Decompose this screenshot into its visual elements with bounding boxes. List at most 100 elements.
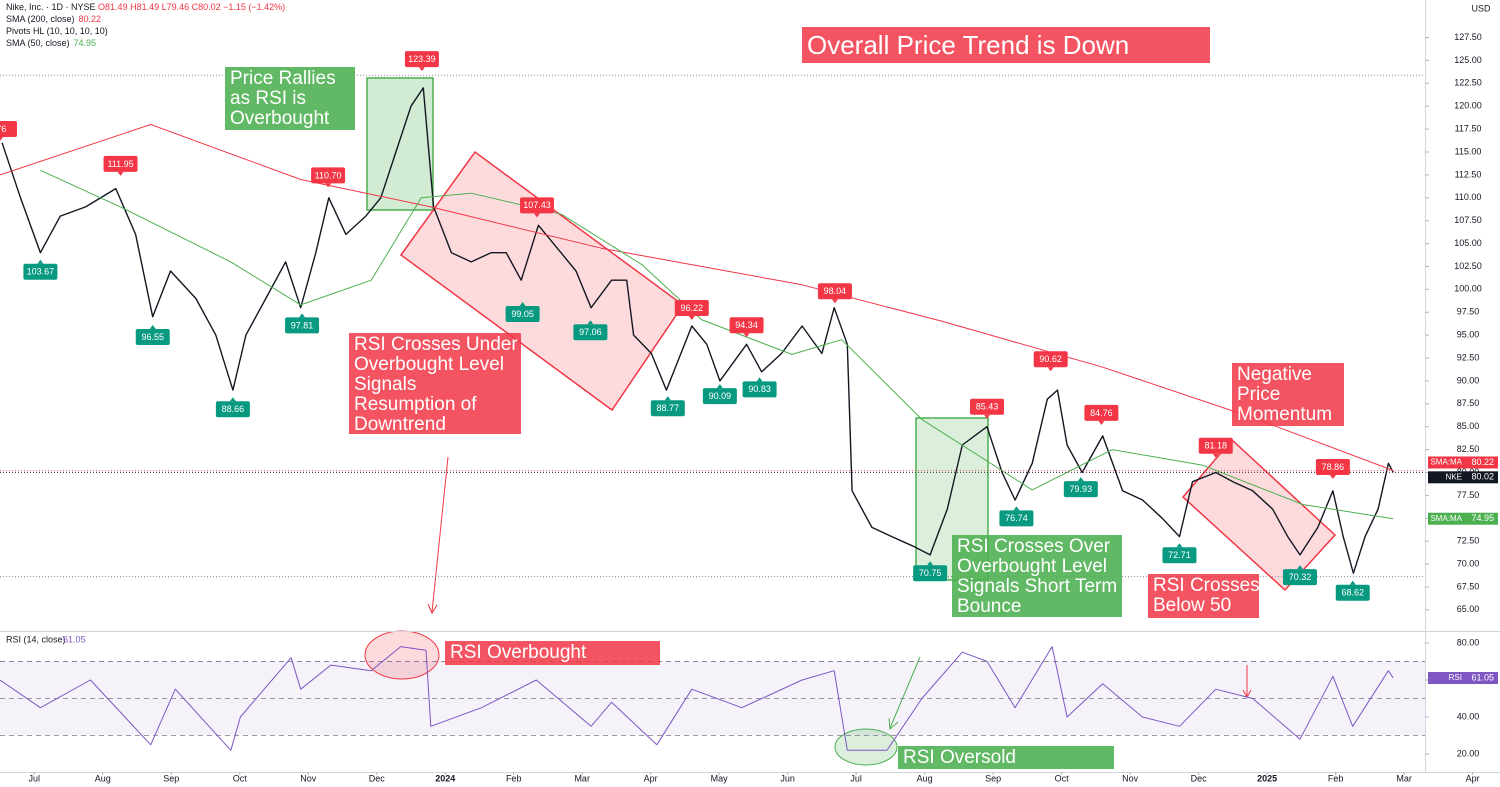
pivot-label: 123.39 [408, 54, 436, 64]
annotation-line: RSI Crosses [1153, 575, 1260, 596]
y-tick-label: 107.50 [1454, 215, 1482, 225]
pivot-pointer [229, 397, 236, 402]
y-tick-label: 105.00 [1454, 238, 1482, 248]
pivot-label: 94.34 [735, 320, 758, 330]
pivot-pointer [1077, 477, 1084, 482]
value-tag [1428, 672, 1498, 685]
y-tick-label: 65.00 [1457, 604, 1480, 614]
indicator-value: 74.95 [73, 38, 97, 48]
pivot-label: 68.62 [1341, 588, 1364, 598]
pivot-label: 90.09 [709, 391, 732, 401]
momentum-box [1181, 438, 1337, 592]
annotation-line: RSI Oversold [903, 747, 1016, 768]
annotation: Negative Price Momentum [1232, 363, 1344, 426]
symbol-line: Nike, Inc. · 1D · NYSE O81.49 H81.49 L79… [6, 2, 285, 13]
annotation: RSI Oversold [898, 746, 1114, 769]
value-tag-value: 80.22 [1471, 457, 1494, 467]
x-tick-label: Feb [1328, 773, 1344, 783]
pivot-label-bg [135, 328, 170, 345]
pivot-label-bg [1033, 351, 1068, 368]
y-tick-label: 127.50 [1454, 32, 1482, 42]
pivot-label-bg [674, 299, 709, 316]
annotation-line: Signals [354, 374, 417, 395]
pivot-label-bg [311, 167, 346, 184]
pivot-label: 85.43 [976, 402, 999, 412]
pivot-label: 107.43 [523, 200, 551, 210]
pivot-pointer [1047, 367, 1054, 372]
pivot-label: 70.32 [1289, 572, 1312, 582]
symbol: Nike, Inc. · 1D · NYSE [6, 2, 96, 12]
ohlc: O81.49 H81.49 L79.46 C80.02 −1.15 (−1.42… [98, 2, 286, 12]
pivot-label-bg [573, 324, 608, 341]
rsi-title: RSI (14, close) [6, 634, 66, 644]
arrow-head [888, 717, 899, 731]
pivot-pointer [1212, 453, 1219, 458]
overbought-ellipse [364, 630, 440, 680]
pivot-label: 76.74 [1005, 513, 1028, 523]
y-tick-label: 125.00 [1454, 55, 1482, 65]
arrow-head [427, 603, 438, 615]
pivot-label: 90.83 [748, 384, 771, 394]
y-tick-label: 85.00 [1457, 421, 1480, 431]
pivot-pointer [743, 333, 750, 338]
pivot-label: 84.76 [1090, 408, 1113, 418]
value-tag [1428, 456, 1498, 469]
y-tick-label: 112.50 [1455, 169, 1482, 179]
pivot-label-bg [1315, 458, 1350, 475]
value-tag-value: 80.02 [1471, 472, 1494, 482]
arrow [889, 656, 921, 729]
pivot-pointer [418, 67, 425, 72]
pivot-label: 96.55 [141, 332, 164, 342]
y-tick-label: 110.00 [1455, 192, 1482, 202]
annotation-line: Resumption of [354, 394, 477, 415]
value-tag-value: 61.05 [1471, 672, 1494, 682]
pivot-pointer [37, 259, 44, 264]
pivot-label-bg [817, 283, 852, 300]
x-tick-label: Apr [644, 773, 658, 783]
x-tick-label: Nov [1122, 773, 1139, 783]
pivot-label-bg [742, 381, 777, 398]
pivot-pointer [299, 313, 306, 318]
value-tag-name: SMA:MA [1430, 458, 1462, 467]
x-tick-label: Mar [1396, 773, 1412, 783]
pivot-label-bg [729, 317, 764, 334]
pivot-label: 72.71 [1168, 550, 1191, 560]
indicator-name: SMA (50, close) [6, 38, 70, 48]
pivot-label-bg [285, 317, 320, 334]
x-tick-label: Jul [28, 773, 40, 783]
pivot-label-bg [1162, 547, 1197, 564]
pivot-label: 98.04 [824, 286, 847, 296]
annotation-line: RSI Crosses Under [354, 334, 518, 355]
x-tick-label: Aug [95, 773, 111, 783]
series-line [0, 124, 1394, 471]
x-tick-label: Feb [506, 773, 522, 783]
pivot-pointer [688, 315, 695, 320]
annotation-line: Overbought [230, 108, 330, 129]
pivot-pointer [1176, 543, 1183, 548]
pivot-label-bg [1335, 584, 1370, 601]
pivot-pointer [117, 171, 124, 176]
rally-box [366, 77, 434, 211]
pivot-label: 81.18 [1204, 441, 1227, 451]
x-tick-label: Jul [850, 773, 862, 783]
annotation-line: Price Rallies [230, 68, 336, 89]
pivot-label-bg [505, 306, 540, 323]
y-tick-label: 77.50 [1457, 490, 1480, 500]
annotation: RSI Crosses Over Overbought Level Signals … [952, 535, 1122, 617]
x-tick-label: Dec [369, 773, 386, 783]
series-line [1, 87, 1394, 574]
pivot-label-bg [519, 197, 554, 214]
pivot-label-bg [23, 263, 58, 280]
value-tag-value: 74.95 [1471, 513, 1494, 523]
pivot-label: 103.67 [27, 267, 55, 277]
rsi-value: 61.05 [63, 634, 86, 644]
annotation-line: Momentum [1237, 404, 1333, 425]
pivot-label-bg [103, 155, 138, 172]
annotation-line: Overall Price Trend is Down [807, 30, 1130, 60]
x-tick-label: 2024 [435, 773, 455, 783]
annotation-line: Overbought Level [354, 354, 504, 375]
annotation-line: Price [1237, 384, 1281, 405]
pivot-pointer [716, 384, 723, 389]
annotation: RSI Crosses Below 50 [1148, 574, 1260, 618]
pivot-pointer [533, 213, 540, 218]
